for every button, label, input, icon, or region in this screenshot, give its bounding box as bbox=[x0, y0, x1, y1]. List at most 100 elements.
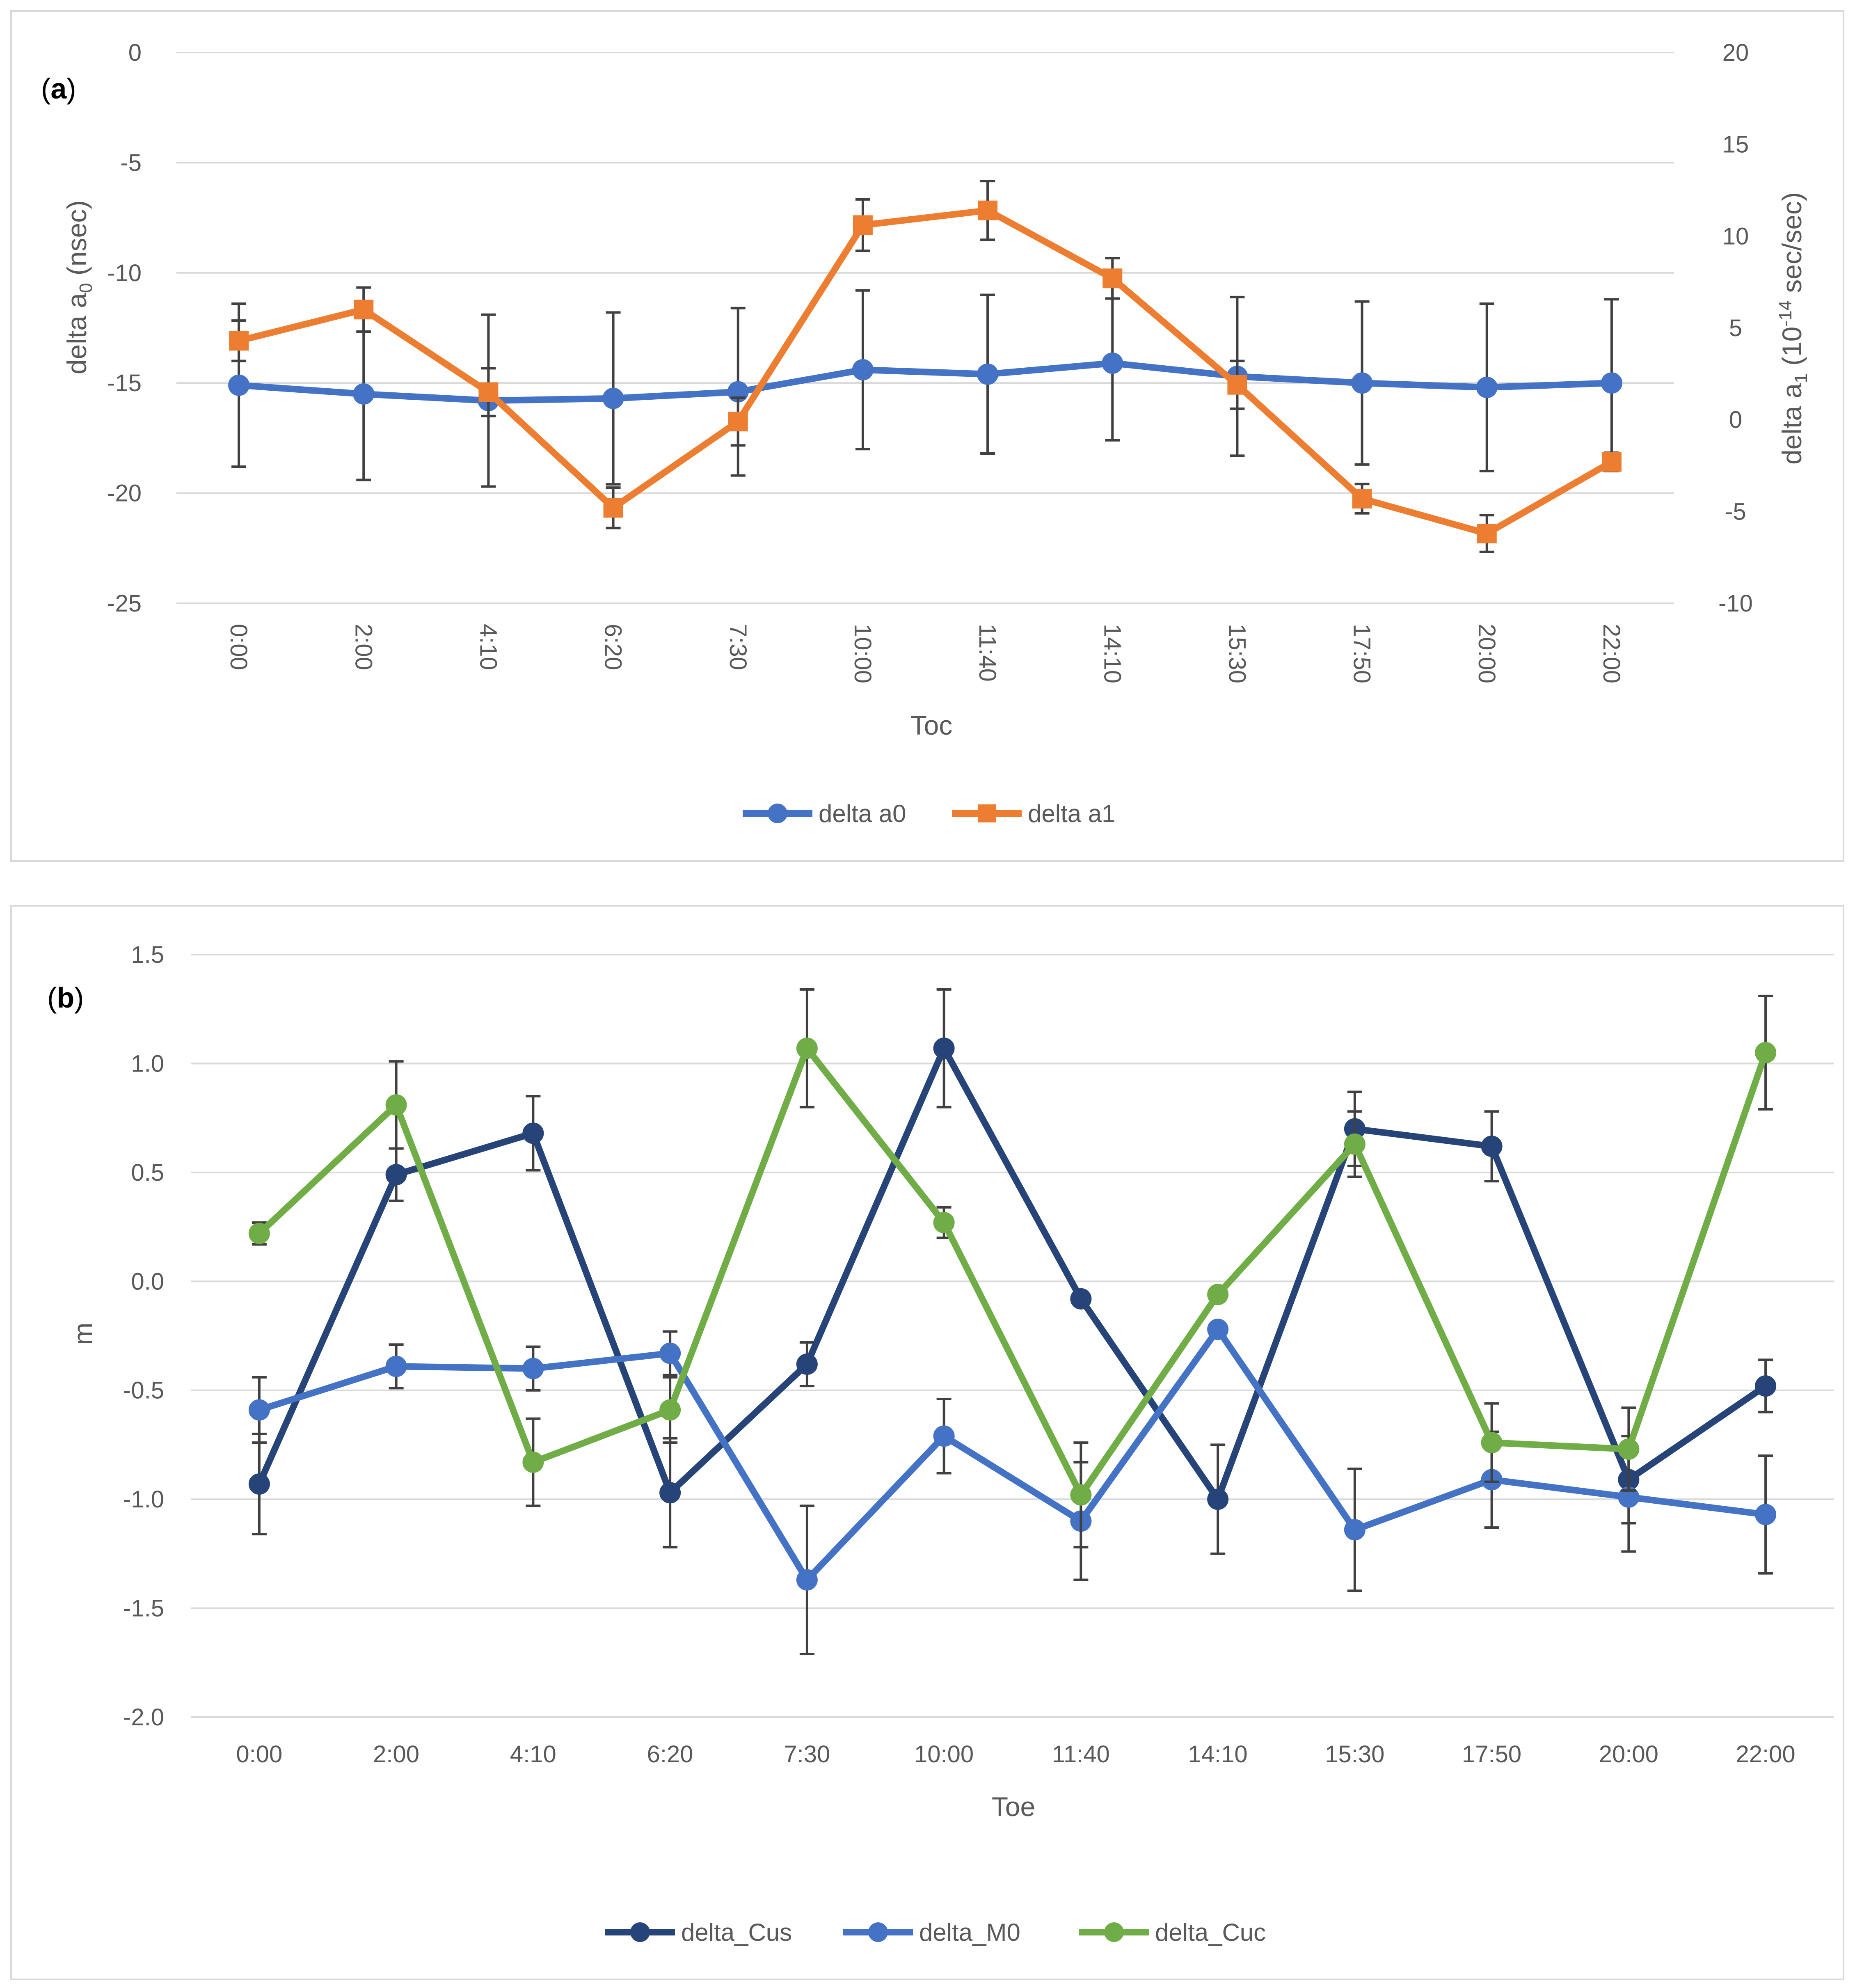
chart-b-tick-label: 0.0 bbox=[131, 1268, 164, 1295]
chart-a-right-tick-label: 15 bbox=[1722, 131, 1749, 158]
delta-a0-point bbox=[1102, 352, 1123, 374]
delta-a1-point bbox=[1477, 524, 1497, 544]
delta-cus-point bbox=[796, 1354, 818, 1375]
chart-a-x-tick-label: 10:00 bbox=[849, 624, 876, 683]
chart-a-x-tick-label: 14:10 bbox=[1099, 624, 1125, 683]
chart-b-x-tick-label: 11:40 bbox=[1052, 1741, 1110, 1768]
ylabel-right-unit-post: sec/sec) bbox=[1777, 192, 1807, 300]
delta-m0-point bbox=[1207, 1319, 1229, 1340]
delta-a1-point bbox=[603, 498, 623, 518]
legend-b-swatch-marker bbox=[1104, 1922, 1124, 1942]
panel-b-label: (b) bbox=[47, 982, 84, 1014]
delta-a1-point bbox=[728, 412, 748, 432]
delta-m0-point bbox=[1755, 1504, 1777, 1525]
delta-cus-point bbox=[1755, 1375, 1777, 1397]
delta-a1-line bbox=[236, 207, 1615, 537]
legend-a-swatch-marker bbox=[978, 804, 996, 822]
ylabel-left-unit: (nsec) bbox=[62, 200, 92, 283]
chart-a-x-tick-label: 7:30 bbox=[725, 624, 751, 670]
chart-a-left-tick-label: -25 bbox=[107, 590, 142, 617]
chart-a-left-tick-label: -10 bbox=[107, 260, 142, 286]
delta-cus-point bbox=[933, 1038, 955, 1059]
chart-a-x-tick-label: 22:00 bbox=[1598, 624, 1625, 683]
chart-a-left-tick-label: -5 bbox=[120, 149, 142, 176]
chart-a-x-tick-label: 17:50 bbox=[1349, 624, 1375, 683]
chart-a-left-tick-label: -20 bbox=[107, 480, 142, 507]
delta-m0-point bbox=[659, 1342, 681, 1364]
delta-cus-point bbox=[1481, 1136, 1503, 1157]
delta-a1-point bbox=[229, 331, 249, 351]
delta-cuc-point bbox=[248, 1223, 270, 1244]
chart-b-x-tick-label: 4:10 bbox=[510, 1741, 556, 1768]
chart-marks-layer: 0 -5 -10 -15 -20 -25 20 15 10 5 0 -5 -10 0:00 2:00 4:10… bbox=[107, 39, 1834, 1946]
delta-a1-point bbox=[1227, 375, 1247, 395]
chart-a-x-tick-label: 20:00 bbox=[1473, 624, 1500, 683]
chart-b-x-tick-label: 2:00 bbox=[373, 1741, 419, 1768]
panel-b-letter: b bbox=[57, 982, 74, 1014]
chart-a-x-tick-label: 6:20 bbox=[600, 624, 627, 670]
delta-a1-point bbox=[1102, 268, 1123, 289]
legend-a-label: delta a0 bbox=[819, 800, 906, 827]
chart-a-x-tick-label: 4:10 bbox=[475, 624, 501, 670]
chart-b-x-tick-label: 6:20 bbox=[647, 1741, 693, 1768]
delta-cuc-point bbox=[1207, 1284, 1229, 1305]
delta-a0-point bbox=[1351, 372, 1373, 394]
delta-a1-point bbox=[1352, 489, 1372, 509]
chart-b-tick-label: 1.5 bbox=[131, 941, 164, 968]
chart-a-right-tick-label: -10 bbox=[1718, 590, 1753, 617]
delta-cuc-point bbox=[933, 1212, 955, 1233]
chart-a-right-tick-label: -5 bbox=[1725, 498, 1746, 525]
panel-a-label: (a) bbox=[41, 73, 76, 105]
chart-b-x-tick-label: 15:30 bbox=[1325, 1741, 1384, 1768]
delta-a0-point bbox=[228, 374, 250, 396]
delta-cuc-point bbox=[796, 1038, 818, 1059]
chart-a-x-tick-label: 2:00 bbox=[350, 624, 377, 670]
chart-a-left-tick-label: -15 bbox=[107, 370, 142, 396]
chart-a-y-left-axis-title: delta a0 (nsec) bbox=[62, 200, 96, 374]
delta-cuc-point bbox=[1618, 1438, 1640, 1460]
delta-m0-point bbox=[1344, 1519, 1366, 1541]
chart-b-tick-label: -1.5 bbox=[123, 1595, 164, 1622]
chart-a-left-tick-label: 0 bbox=[128, 39, 142, 66]
delta-cus-point bbox=[248, 1473, 270, 1495]
delta-m0-point bbox=[522, 1358, 544, 1379]
delta-a0-point bbox=[602, 387, 624, 409]
delta-m0-point bbox=[933, 1425, 955, 1447]
chart-b-tick-label: -1.0 bbox=[123, 1486, 164, 1513]
chart-b-x-tick-label: 22:00 bbox=[1736, 1741, 1796, 1768]
legend-b-label: delta_M0 bbox=[919, 1919, 1020, 1946]
delta-cuc-point bbox=[522, 1451, 544, 1473]
legend-b-label: delta_Cus bbox=[681, 1919, 792, 1946]
legend-b-swatch-marker bbox=[868, 1922, 888, 1942]
delta-a1-point bbox=[354, 300, 374, 320]
delta-a1-point bbox=[978, 200, 998, 220]
chart-b-x-tick-label: 14:10 bbox=[1188, 1741, 1248, 1768]
chart-a-x-axis-title: Toc bbox=[910, 710, 953, 740]
ylabel-right-unit-pre: (10 bbox=[1777, 327, 1807, 373]
chart-b-tick-label: -2.0 bbox=[123, 1704, 164, 1731]
delta-a0-point bbox=[852, 359, 874, 380]
delta-cuc-point bbox=[385, 1094, 407, 1116]
delta-m0-point bbox=[796, 1569, 818, 1591]
delta-cus-point bbox=[1070, 1288, 1092, 1310]
chart-a-right-tick-label: 10 bbox=[1722, 223, 1749, 250]
ylabel-left-sub: 0 bbox=[76, 283, 96, 293]
chart-a-x-tick-label: 15:30 bbox=[1224, 624, 1250, 683]
legend-a-label: delta a1 bbox=[1028, 800, 1116, 827]
chart-b-x-tick-label: 17:50 bbox=[1462, 1741, 1521, 1768]
delta-a1-point bbox=[1601, 452, 1622, 472]
delta-cuc-line bbox=[256, 1045, 1769, 1498]
chart-a-right-tick-label: 20 bbox=[1722, 39, 1749, 66]
legend-b-swatch-marker bbox=[630, 1922, 650, 1942]
delta-a0-point bbox=[1476, 376, 1498, 398]
delta-m0-point bbox=[248, 1399, 270, 1421]
ylabel-left-base: delta a bbox=[62, 293, 92, 374]
chart-b-tick-label: 0.5 bbox=[131, 1159, 164, 1186]
ylabel-right-sub: 1 bbox=[1791, 373, 1811, 383]
chart-a-x-tick-label: 0:00 bbox=[225, 624, 252, 670]
delta-m0-line bbox=[256, 1326, 1769, 1583]
delta-cuc-point bbox=[1755, 1042, 1777, 1063]
chart-b-x-tick-label: 0:00 bbox=[236, 1741, 282, 1768]
ylabel-right-base: delta a bbox=[1777, 383, 1807, 465]
